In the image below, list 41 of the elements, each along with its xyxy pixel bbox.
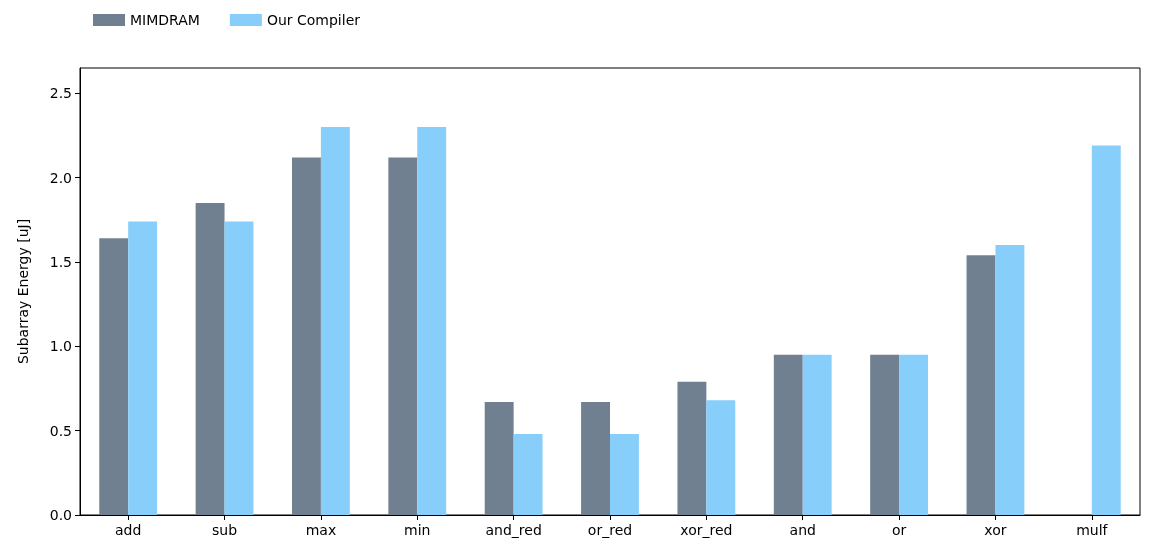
bar bbox=[292, 157, 321, 515]
x-tick-label: mulf bbox=[1076, 522, 1109, 538]
bar bbox=[773, 354, 803, 515]
x-tick-label: and bbox=[789, 522, 816, 538]
x-tick-label: min bbox=[404, 522, 431, 538]
x-tick-label: xor bbox=[984, 522, 1007, 538]
bar bbox=[610, 434, 639, 515]
x-tick-label: or bbox=[891, 522, 907, 538]
y-tick-label: 2.0 bbox=[49, 169, 72, 186]
y-tick-label: 2.5 bbox=[49, 85, 72, 102]
x-tick-label: add bbox=[115, 522, 142, 538]
y-axis-title: Subarray Energy [uJ] bbox=[15, 218, 31, 365]
bar bbox=[128, 221, 158, 515]
x-tick-label: or_red bbox=[587, 522, 633, 538]
y-tick-label: 0.0 bbox=[49, 507, 72, 523]
bar bbox=[966, 255, 996, 515]
y-tick-label: 1.5 bbox=[49, 253, 72, 270]
x-tick-label: and_red bbox=[485, 522, 542, 538]
bar bbox=[870, 354, 900, 515]
bar bbox=[581, 401, 610, 515]
y-tick-label: 0.5 bbox=[49, 422, 72, 439]
legend-label: MIMDRAM bbox=[130, 12, 200, 28]
legend-label: Our Compiler bbox=[266, 12, 361, 28]
bar bbox=[995, 245, 1025, 515]
bar bbox=[513, 434, 543, 515]
x-tick-label: max bbox=[305, 522, 337, 538]
bar bbox=[802, 354, 832, 515]
y-tick-label: 1.0 bbox=[49, 338, 72, 355]
bar bbox=[706, 400, 736, 515]
bar bbox=[320, 127, 350, 515]
x-tick-label: sub bbox=[212, 522, 238, 538]
x-tick-label: xor_red bbox=[680, 522, 733, 538]
bar bbox=[195, 202, 225, 515]
bar bbox=[99, 238, 129, 515]
bar bbox=[677, 381, 707, 515]
bar bbox=[417, 127, 447, 515]
bar bbox=[484, 401, 514, 515]
bar bbox=[224, 221, 254, 515]
bar bbox=[388, 157, 418, 515]
bar bbox=[1091, 145, 1121, 515]
bar bbox=[899, 354, 928, 515]
